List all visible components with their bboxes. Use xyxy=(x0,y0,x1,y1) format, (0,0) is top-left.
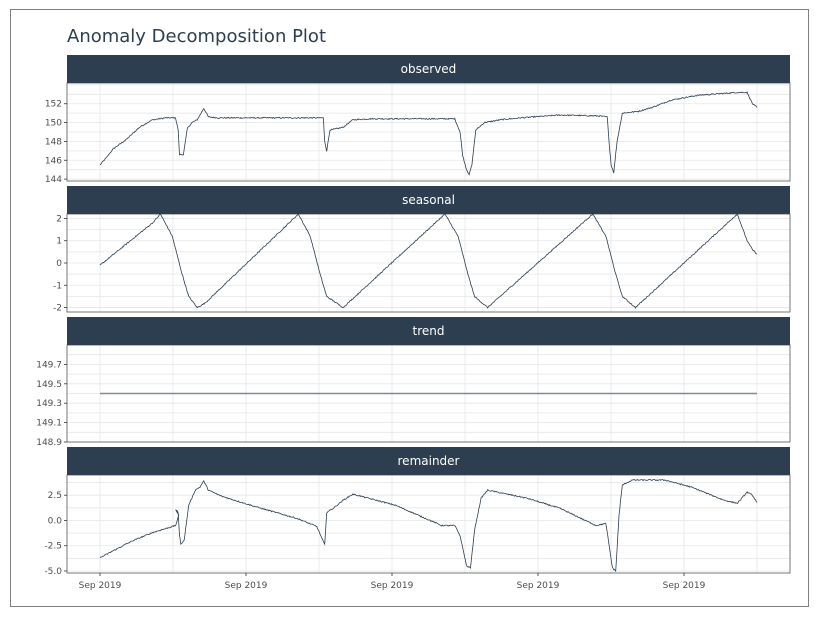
panel-trend: trend 148.9 149.1 149.3 149.5 149.7 xyxy=(36,317,791,448)
y-tick-label: 2 xyxy=(56,214,62,224)
y-tick-label: -2 xyxy=(53,304,62,314)
series-line-seasonal xyxy=(99,213,758,309)
y-tick-label: 148 xyxy=(45,137,62,147)
panel-background xyxy=(67,475,790,573)
series-line-remainder xyxy=(99,478,758,573)
y-tick-label: 148.9 xyxy=(36,438,62,448)
y-tick-label: 2.5 xyxy=(48,491,62,501)
strip-seasonal xyxy=(67,186,790,214)
x-tick-label: Sep 2019 xyxy=(79,581,122,591)
strip-trend xyxy=(67,317,790,345)
y-tick-label: 149.1 xyxy=(36,419,62,429)
x-tick-label: Sep 2019 xyxy=(663,581,706,591)
y-tick-label: 149.7 xyxy=(36,360,62,370)
strip-label-remainder: remainder xyxy=(398,454,460,468)
strip-observed xyxy=(67,55,790,83)
chart-title: Anomaly Decomposition Plot xyxy=(67,26,326,47)
plot-frame xyxy=(10,9,809,607)
y-tick-label: 149.3 xyxy=(36,399,62,409)
strip-label-trend: trend xyxy=(413,324,445,338)
y-tick-label: 146 xyxy=(45,156,62,166)
y-tick-label: 1 xyxy=(56,237,62,247)
y-tick-label: 150 xyxy=(45,119,62,129)
y-tick-label: -2.5 xyxy=(44,542,62,552)
y-tick-label: -1 xyxy=(53,281,62,291)
strip-label-observed: observed xyxy=(401,62,457,76)
panel-observed: observed 144 146 148 150 152 xyxy=(45,55,791,185)
y-tick-label: 149.5 xyxy=(36,380,62,390)
x-tick-label: Sep 2019 xyxy=(225,581,268,591)
panel-remainder: remainder -5.0 -2.5 0.0 2.5 xyxy=(44,447,791,577)
y-tick-label: -5.0 xyxy=(44,567,62,577)
y-tick-label: 0.0 xyxy=(48,516,63,526)
x-tick-label: Sep 2019 xyxy=(517,581,560,591)
y-tick-label: 144 xyxy=(45,175,62,185)
series-line-observed xyxy=(99,91,758,176)
y-tick-label: 152 xyxy=(45,100,62,110)
x-tick-label: Sep 2019 xyxy=(371,581,414,591)
y-tick-label: 0 xyxy=(56,259,62,269)
strip-remainder xyxy=(67,447,790,475)
strip-label-seasonal: seasonal xyxy=(402,193,455,207)
panel-seasonal: seasonal -2 -1 0 1 2 xyxy=(53,186,791,314)
